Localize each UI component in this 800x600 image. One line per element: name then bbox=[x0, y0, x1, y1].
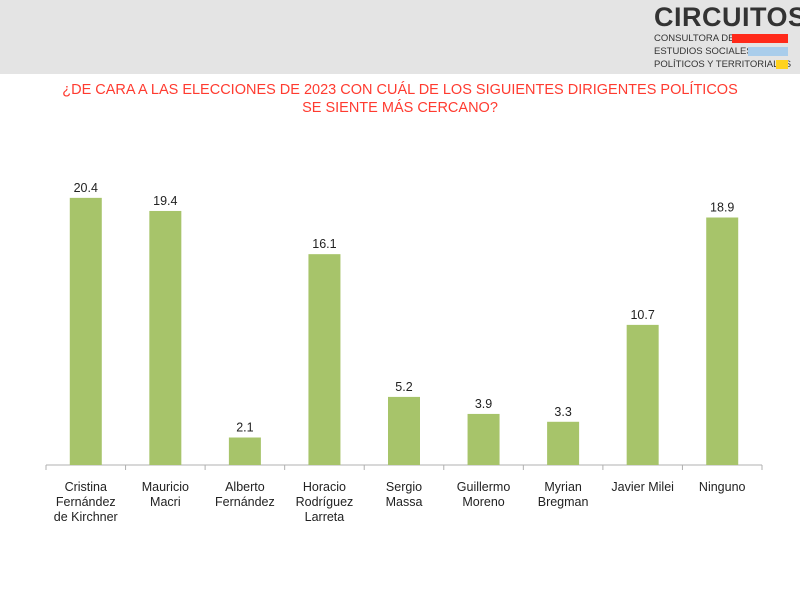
category-label-line: Moreno bbox=[462, 495, 504, 509]
data-label: 16.1 bbox=[312, 237, 336, 251]
category-label: Horacio Rodríguez Larreta bbox=[296, 480, 354, 524]
circuitos-logo: CIRCUITOS CONSULTORA DE ESTUDIOS SOCIALE… bbox=[654, 4, 800, 71]
category-label: Myrian Bregman bbox=[538, 480, 589, 509]
logo-line-2: ESTUDIOS SOCIALES, bbox=[654, 46, 756, 57]
category-label-line: Sergio bbox=[386, 480, 422, 494]
logo-stripe-blue bbox=[748, 47, 788, 56]
chart-title-line-1: ¿DE CARA A LAS ELECCIONES DE 2023 CON CU… bbox=[62, 82, 738, 98]
category-label-line: de Kirchner bbox=[54, 510, 118, 524]
category-label-line: Rodríguez bbox=[296, 495, 354, 509]
data-label: 20.4 bbox=[74, 181, 98, 195]
category-label-line: Fernández bbox=[56, 495, 116, 509]
bar bbox=[626, 324, 659, 465]
bar bbox=[706, 217, 739, 465]
bar bbox=[69, 197, 102, 465]
category-label-line: Larreta bbox=[305, 510, 345, 524]
bar bbox=[467, 413, 500, 465]
bar bbox=[228, 437, 261, 465]
bar bbox=[308, 254, 341, 465]
data-label: 3.9 bbox=[475, 397, 492, 411]
logo-stripe-red bbox=[732, 34, 788, 43]
chart-title-line-2: SE SIENTE MÁS CERCANO? bbox=[302, 100, 498, 116]
bar bbox=[388, 396, 420, 465]
category-label-line: Macri bbox=[150, 495, 181, 509]
category-label-line: Ninguno bbox=[699, 480, 746, 494]
category-label: Sergio Massa bbox=[386, 480, 423, 509]
header-band bbox=[0, 0, 800, 74]
category-label-line: Mauricio bbox=[142, 480, 189, 494]
category-label-line: Cristina bbox=[65, 480, 107, 494]
logo-wordmark: CIRCUITOS bbox=[654, 2, 800, 32]
logo-stripe-yellow bbox=[776, 60, 788, 69]
category-label-line: Horacio bbox=[303, 480, 346, 494]
data-label: 10.7 bbox=[630, 308, 654, 322]
logo-line-3: POLÍTICOS Y TERRITORIALES bbox=[654, 59, 792, 70]
data-label: 19.4 bbox=[153, 194, 177, 208]
category-label-line: Fernández bbox=[215, 495, 275, 509]
category-label: Javier Milei bbox=[611, 480, 674, 494]
category-label: Cristina Fernández de Kirchner bbox=[54, 480, 118, 524]
category-label-line: Alberto bbox=[225, 480, 265, 494]
logo-line-1: CONSULTORA DE bbox=[654, 33, 735, 44]
data-label: 2.1 bbox=[236, 421, 253, 435]
chart-title: ¿DE CARA A LAS ELECCIONES DE 2023 CON CU… bbox=[20, 81, 780, 117]
category-label: Mauricio Macri bbox=[142, 480, 189, 509]
bar bbox=[149, 210, 182, 465]
category-label: Alberto Fernández bbox=[215, 480, 275, 509]
category-label: Guillermo Moreno bbox=[457, 480, 511, 509]
category-label: Ninguno bbox=[699, 480, 746, 494]
category-label-line: Javier Milei bbox=[611, 480, 674, 494]
data-label: 3.3 bbox=[554, 405, 571, 419]
category-label-line: Massa bbox=[386, 495, 423, 509]
category-label-line: Bregman bbox=[538, 495, 589, 509]
data-label: 18.9 bbox=[710, 201, 734, 215]
category-label-line: Myrian bbox=[544, 480, 582, 494]
data-label: 5.2 bbox=[395, 380, 412, 394]
category-label-line: Guillermo bbox=[457, 480, 511, 494]
bar bbox=[547, 421, 580, 465]
